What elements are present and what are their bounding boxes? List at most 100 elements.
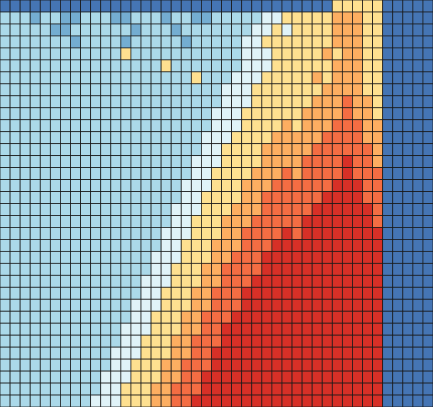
heatmap-cell [331,47,343,61]
heatmap-cell [301,143,313,157]
heatmap-cell [352,23,363,37]
heatmap-cell [301,227,313,240]
heatmap-cell [382,167,394,180]
heatmap-cell [0,167,11,180]
heatmap-cell [382,334,394,348]
heatmap-cell [9,23,21,37]
heatmap-cell [422,227,433,240]
heatmap-cell [362,394,373,407]
heatmap-cell [160,370,172,384]
heatmap-cell [281,71,293,85]
heatmap-cell [110,59,122,73]
heatmap-cell [241,47,253,61]
heatmap-cell [352,274,363,288]
heatmap-cell [301,370,313,384]
heatmap-cell [90,167,102,180]
heatmap-cell [150,358,162,372]
heatmap-cell [60,59,71,73]
heatmap-cell [311,286,323,300]
heatmap-cell [271,239,283,252]
heatmap-cell [221,47,232,61]
heatmap-cell [190,71,202,85]
heatmap-cell [311,346,323,360]
heatmap-cell [80,322,92,336]
heatmap-cell [49,250,61,264]
heatmap-cell [341,394,353,407]
heatmap-cell [90,250,102,264]
heatmap-cell [170,0,182,13]
heatmap-cell [190,191,202,204]
heatmap-cell [39,95,51,109]
heatmap-cell [422,346,433,360]
heatmap-cell [291,191,303,204]
heatmap-cell [9,358,21,372]
heatmap-cell [331,23,343,37]
heatmap-cell [301,346,313,360]
heatmap-cell [311,167,323,180]
heatmap-cell [150,286,162,300]
heatmap-cell [60,119,71,133]
heatmap-cell [261,322,273,336]
heatmap-cell [140,191,152,204]
heatmap-cell [90,131,102,145]
heatmap-cell [281,119,293,133]
heatmap-cell [261,143,273,157]
heatmap-cell [341,262,353,276]
heatmap-cell [281,310,293,324]
heatmap-cell [160,143,172,157]
heatmap-cell [140,167,152,180]
heatmap-cell [341,95,353,109]
heatmap-cell [130,0,142,13]
heatmap-cell [422,322,433,336]
heatmap-cell [80,310,92,324]
heatmap-cell [311,334,323,348]
heatmap-cell [271,262,283,276]
heatmap-cell [170,346,182,360]
heatmap-cell [0,322,11,336]
heatmap-cell [271,346,283,360]
heatmap-cell [382,262,394,276]
heatmap-cell [291,107,303,121]
heatmap-cell [60,262,71,276]
heatmap-cell [231,119,243,133]
heatmap-cell [261,286,273,300]
heatmap-cell [39,143,51,157]
heatmap-cell [271,370,283,384]
heatmap-cell [160,95,172,109]
heatmap-cell [362,35,373,49]
heatmap-cell [90,334,102,348]
heatmap-cell [120,227,132,240]
heatmap-cell [49,0,61,13]
heatmap-cell [160,346,172,360]
heatmap-cell [200,71,212,85]
heatmap-cell [0,59,11,73]
heatmap-cell [19,215,31,228]
heatmap-cell [60,250,71,264]
heatmap-cell [190,0,202,13]
heatmap-cell [49,155,61,168]
heatmap-cell [80,143,92,157]
heatmap-cell [331,107,343,121]
heatmap-cell [321,322,333,336]
heatmap-cell [9,131,21,145]
heatmap-cell [180,394,192,407]
heatmap-cell [60,215,71,228]
heatmap-cell [291,0,303,13]
heatmap-cell [392,71,404,85]
heatmap-cell [301,191,313,204]
heatmap-cell [29,382,41,396]
heatmap-cell [261,167,273,180]
heatmap-cell [402,0,414,13]
heatmap-cell [39,286,51,300]
heatmap-cell [110,107,122,121]
heatmap-cell [311,143,323,157]
heatmap-cell [150,191,162,204]
heatmap-cell [261,203,273,216]
heatmap-cell [331,191,343,204]
heatmap-cell [352,47,363,61]
heatmap-cell [0,35,11,49]
heatmap-cell [29,370,41,384]
heatmap-cell [49,47,61,61]
heatmap-cell [331,394,343,407]
